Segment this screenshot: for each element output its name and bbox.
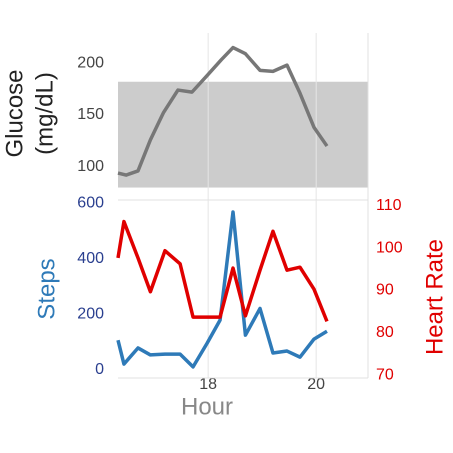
y2-tick-label: 80 — [376, 324, 394, 341]
data-line — [116, 210, 328, 369]
y-tick-label: 100 — [77, 158, 104, 175]
target-band — [118, 81, 368, 188]
y-axis-label: Steps — [33, 258, 60, 319]
y-axis-label: (mg/dL) — [31, 72, 58, 155]
x-axis-label: Hour — [181, 393, 233, 420]
y-axis-label: Glucose — [1, 69, 28, 157]
y-tick-label: 200 — [77, 306, 104, 323]
y-tick-label: 150 — [77, 106, 104, 123]
y-tick-label: 600 — [77, 194, 104, 211]
y-tick-label: 400 — [77, 250, 104, 267]
y2-tick-label: 100 — [376, 239, 403, 256]
data-line — [116, 219, 329, 322]
x-tick-label: 20 — [307, 376, 325, 393]
y-tick-label: 200 — [77, 54, 104, 71]
y2-tick-label: 90 — [376, 282, 394, 299]
x-tick-label: 18 — [199, 376, 217, 393]
data-line — [117, 45, 329, 177]
y2-tick-label: 110 — [376, 197, 402, 214]
y2-tick-label: 70 — [376, 366, 394, 383]
y2-axis-label: Heart Rate — [421, 239, 448, 355]
y-tick-label: 0 — [95, 361, 104, 378]
